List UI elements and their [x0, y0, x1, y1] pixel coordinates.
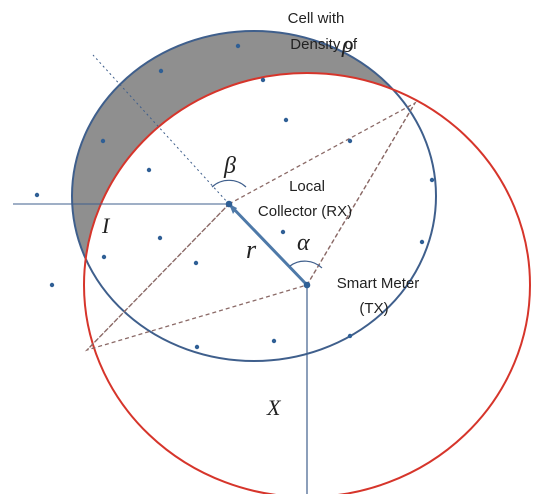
density-dots [34, 43, 435, 350]
dashed-diagonal-left [86, 203, 230, 351]
transmitter-node [303, 281, 311, 289]
alpha-label: α [297, 230, 310, 256]
density-dot [158, 68, 164, 74]
beta-angle-arc [211, 179, 247, 188]
radius-label: r [246, 235, 257, 264]
cell-title-line-1: Cell with [287, 10, 345, 27]
density-dot [429, 177, 435, 183]
interference-region-label: I [102, 213, 110, 238]
receiver-label-line-1: Local [289, 178, 325, 195]
distance-r-line [227, 202, 309, 287]
density-dot [146, 167, 152, 173]
receiver-node [225, 200, 233, 208]
distance-x-label: X [267, 395, 281, 420]
density-dot [283, 117, 289, 123]
density-dot [34, 192, 40, 198]
alpha-angle-arc [289, 260, 323, 269]
density-dot [235, 43, 241, 49]
transmitter-label-line-2: (TX) [359, 300, 389, 317]
density-dot [100, 138, 106, 144]
cell-title-line-2: Density of [262, 36, 357, 54]
density-dot [157, 235, 163, 241]
density-dot [419, 239, 425, 245]
receiver-label-line-2: Collector (RX) [257, 203, 353, 220]
dashed-diagonal-right [306, 102, 416, 286]
density-dot [280, 229, 286, 235]
density-symbol: ρ [342, 32, 354, 58]
cell-boundary [71, 30, 437, 362]
density-dot [347, 138, 353, 144]
density-dot [271, 338, 277, 344]
transmitter-range-circle [83, 72, 531, 494]
density-dot [193, 260, 199, 266]
density-dot [194, 344, 200, 350]
cell-density-prefix: Density of [290, 36, 357, 53]
density-dot [101, 254, 107, 260]
density-dot [347, 333, 353, 339]
beta-label: β [224, 153, 236, 179]
transmitter-label-line-1: Smart Meter [336, 275, 420, 292]
density-dot [49, 282, 55, 288]
density-dot [260, 77, 266, 83]
upper-left-guide-line [92, 54, 230, 205]
